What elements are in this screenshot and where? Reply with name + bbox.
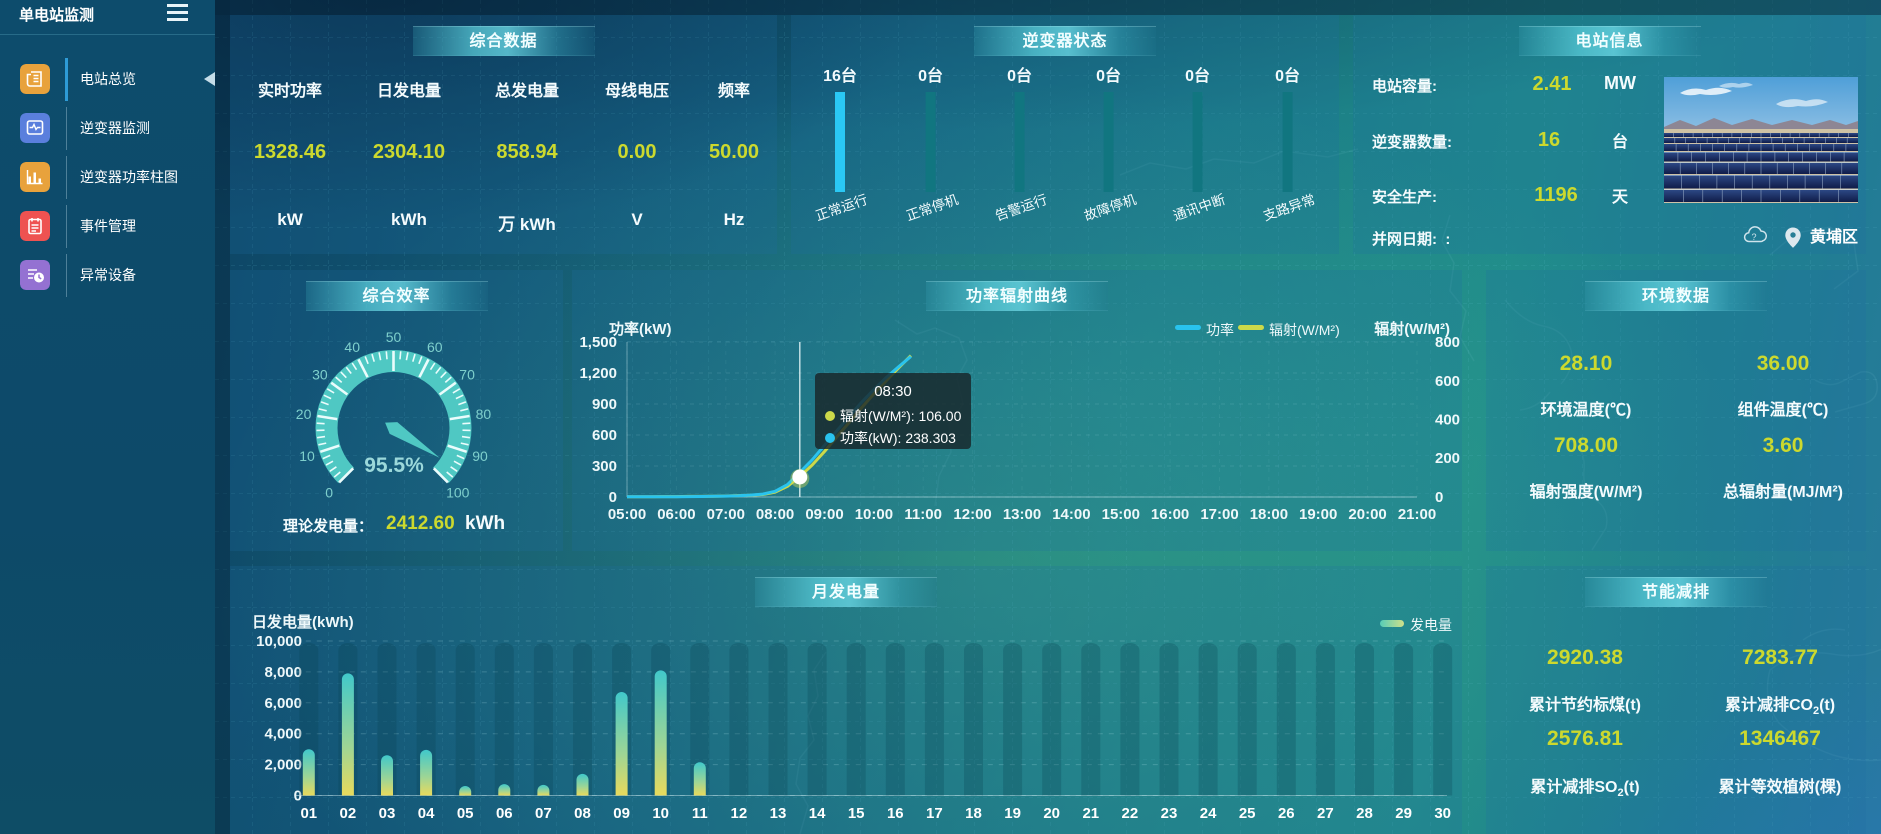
svg-text:19:00: 19:00 xyxy=(1299,506,1337,523)
svg-text:辐射(W/M²): 辐射(W/M²) xyxy=(1269,322,1340,338)
svg-text:01: 01 xyxy=(300,805,317,822)
svg-text:90: 90 xyxy=(472,448,488,464)
svg-text:05: 05 xyxy=(457,805,474,822)
svg-text:22: 22 xyxy=(1122,805,1139,822)
svg-text:0台: 0台 xyxy=(1275,66,1300,85)
svg-text:13: 13 xyxy=(770,805,787,822)
svg-text:故障停机: 故障停机 xyxy=(1082,191,1139,224)
svg-text:30: 30 xyxy=(312,367,328,383)
svg-text:17:00: 17:00 xyxy=(1200,506,1238,523)
svg-text:04: 04 xyxy=(418,805,435,822)
svg-text:支路异常: 支路异常 xyxy=(1261,192,1317,224)
svg-text:18:00: 18:00 xyxy=(1250,506,1288,523)
svg-text:20: 20 xyxy=(1043,805,1060,822)
svg-text:辐射(W/M²): 106.00: 辐射(W/M²): 106.00 xyxy=(840,408,962,424)
svg-text:50: 50 xyxy=(386,329,402,345)
svg-text:辐射(W/M²): 辐射(W/M²) xyxy=(1374,320,1450,338)
svg-text:12: 12 xyxy=(731,805,748,822)
svg-text:11: 11 xyxy=(692,805,708,822)
svg-text:0台: 0台 xyxy=(918,66,943,85)
svg-text:0: 0 xyxy=(1435,489,1443,506)
svg-text:24: 24 xyxy=(1200,805,1217,822)
svg-text:6,000: 6,000 xyxy=(264,695,302,712)
svg-text:300: 300 xyxy=(592,458,617,475)
svg-text:18: 18 xyxy=(965,805,982,822)
svg-text:16: 16 xyxy=(887,805,904,822)
svg-text:0台: 0台 xyxy=(1185,66,1210,85)
svg-text:900: 900 xyxy=(592,396,617,413)
svg-text:15: 15 xyxy=(848,805,865,822)
svg-text:0台: 0台 xyxy=(1007,66,1032,85)
svg-text:07: 07 xyxy=(535,805,552,822)
svg-text:09: 09 xyxy=(613,805,630,822)
svg-text:09:00: 09:00 xyxy=(805,506,843,523)
svg-text:30: 30 xyxy=(1434,805,1451,822)
svg-text:功率(kW): 238.303: 功率(kW): 238.303 xyxy=(840,430,956,446)
svg-text:03: 03 xyxy=(379,805,396,822)
svg-text:20:00: 20:00 xyxy=(1348,506,1386,523)
svg-text:21:00: 21:00 xyxy=(1398,506,1436,523)
svg-text:正常停机: 正常停机 xyxy=(904,191,961,224)
svg-text:4,000: 4,000 xyxy=(264,726,302,743)
svg-text:功率: 功率 xyxy=(1206,322,1234,338)
svg-text:10: 10 xyxy=(652,805,669,822)
svg-text:?: ? xyxy=(1751,232,1756,242)
svg-text:07:00: 07:00 xyxy=(707,506,745,523)
svg-text:08: 08 xyxy=(574,805,591,822)
svg-text:日发电量(kWh): 日发电量(kWh) xyxy=(252,613,354,631)
svg-text:600: 600 xyxy=(592,427,617,444)
svg-text:通讯中断: 通讯中断 xyxy=(1171,192,1227,224)
svg-text:2,000: 2,000 xyxy=(264,757,302,774)
svg-text:0: 0 xyxy=(294,788,302,805)
svg-text:08:30: 08:30 xyxy=(874,383,912,400)
svg-text:15:00: 15:00 xyxy=(1102,506,1140,523)
svg-text:800: 800 xyxy=(1435,334,1460,351)
svg-text:8,000: 8,000 xyxy=(264,664,302,681)
svg-text:17: 17 xyxy=(926,805,943,822)
svg-text:13:00: 13:00 xyxy=(1003,506,1041,523)
svg-text:功率(kW): 功率(kW) xyxy=(609,320,672,338)
svg-text:100: 100 xyxy=(446,484,470,500)
svg-text:70: 70 xyxy=(459,367,475,383)
svg-text:11:00: 11:00 xyxy=(904,506,942,523)
svg-text:发电量: 发电量 xyxy=(1410,617,1452,633)
svg-text:27: 27 xyxy=(1317,805,1334,822)
svg-text:40: 40 xyxy=(344,339,360,355)
svg-text:正常运行: 正常运行 xyxy=(814,192,870,224)
svg-text:19: 19 xyxy=(1004,805,1021,822)
svg-text:0: 0 xyxy=(325,484,333,500)
svg-text:10:00: 10:00 xyxy=(855,506,893,523)
svg-text:20: 20 xyxy=(296,406,312,422)
svg-text:26: 26 xyxy=(1278,805,1295,822)
svg-text:1,500: 1,500 xyxy=(579,334,617,351)
svg-text:80: 80 xyxy=(476,406,492,422)
svg-text:告警运行: 告警运行 xyxy=(993,192,1049,224)
svg-text:黄埔区: 黄埔区 xyxy=(1810,227,1858,246)
svg-text:16台: 16台 xyxy=(823,66,857,85)
svg-text:600: 600 xyxy=(1435,373,1460,390)
svg-text:14: 14 xyxy=(809,805,826,822)
svg-text:28: 28 xyxy=(1356,805,1373,822)
svg-text:06:00: 06:00 xyxy=(657,506,695,523)
svg-text:400: 400 xyxy=(1435,412,1460,429)
svg-text:0: 0 xyxy=(609,489,617,506)
svg-text:29: 29 xyxy=(1395,805,1412,822)
svg-text:25: 25 xyxy=(1239,805,1256,822)
svg-text:05:00: 05:00 xyxy=(608,506,646,523)
svg-text:08:00: 08:00 xyxy=(756,506,794,523)
svg-text:14:00: 14:00 xyxy=(1052,506,1090,523)
svg-text:1,200: 1,200 xyxy=(579,365,617,382)
svg-text:10,000: 10,000 xyxy=(256,633,302,650)
svg-text:06: 06 xyxy=(496,805,513,822)
svg-text:0台: 0台 xyxy=(1096,66,1121,85)
svg-text:02: 02 xyxy=(340,805,357,822)
svg-text:10: 10 xyxy=(299,448,315,464)
svg-text:60: 60 xyxy=(427,339,443,355)
svg-text:23: 23 xyxy=(1161,805,1178,822)
svg-text:16:00: 16:00 xyxy=(1151,506,1189,523)
svg-text:12:00: 12:00 xyxy=(953,506,991,523)
svg-text:200: 200 xyxy=(1435,450,1460,467)
svg-text:21: 21 xyxy=(1082,805,1099,822)
